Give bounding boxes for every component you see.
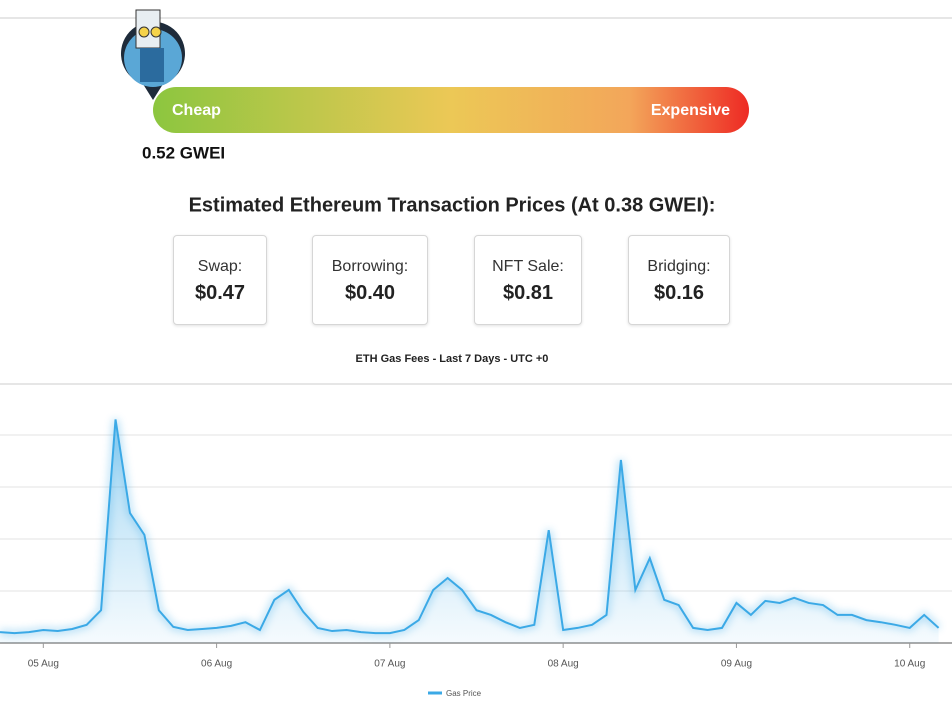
x-tick-label: 05 Aug xyxy=(28,659,59,670)
card-price: $0.47 xyxy=(194,282,246,304)
mascot-marker xyxy=(121,9,186,101)
chart-title: ETH Gas Fees - Last 7 Days - UTC +0 xyxy=(356,353,549,365)
price-card: Borrowing: $0.40 xyxy=(312,235,428,325)
card-price: $0.16 xyxy=(653,282,705,304)
x-tick-label: 09 Aug xyxy=(721,659,752,670)
gauge-bar xyxy=(153,87,749,133)
gauge-reading: 0.52 GWEI xyxy=(142,143,225,162)
price-card: Bridging: $0.16 xyxy=(628,235,730,325)
gauge-low: Cheap xyxy=(172,102,221,119)
line xyxy=(0,419,940,635)
area xyxy=(0,419,939,643)
card-label: Borrowing: xyxy=(331,258,409,275)
card-price: $0.81 xyxy=(502,282,554,304)
card-label: Bridging: xyxy=(647,258,711,275)
x-tick-label: 07 Aug xyxy=(374,659,405,670)
x-tick-label: 10 Aug xyxy=(894,659,925,670)
x-tick-label: 08 Aug xyxy=(548,659,579,670)
card-label: NFT Sale: xyxy=(492,258,564,275)
legend-label: Gas Price xyxy=(446,689,482,698)
x-tick-label: 06 Aug xyxy=(201,659,232,670)
card-price: $0.40 xyxy=(344,282,396,304)
card-label: Swap: xyxy=(197,258,243,275)
estimates-title: Estimated Ethereum Transaction Prices (A… xyxy=(189,194,716,216)
gauge-high: Expensive xyxy=(651,102,730,119)
price-card: NFT Sale: $0.81 xyxy=(474,235,582,325)
plot: 05 Aug 06 Aug 07 Aug 08 Aug 09 Aug 10 Aug Gas … xyxy=(0,418,952,698)
price-card: Swap: $0.47 xyxy=(173,235,267,325)
